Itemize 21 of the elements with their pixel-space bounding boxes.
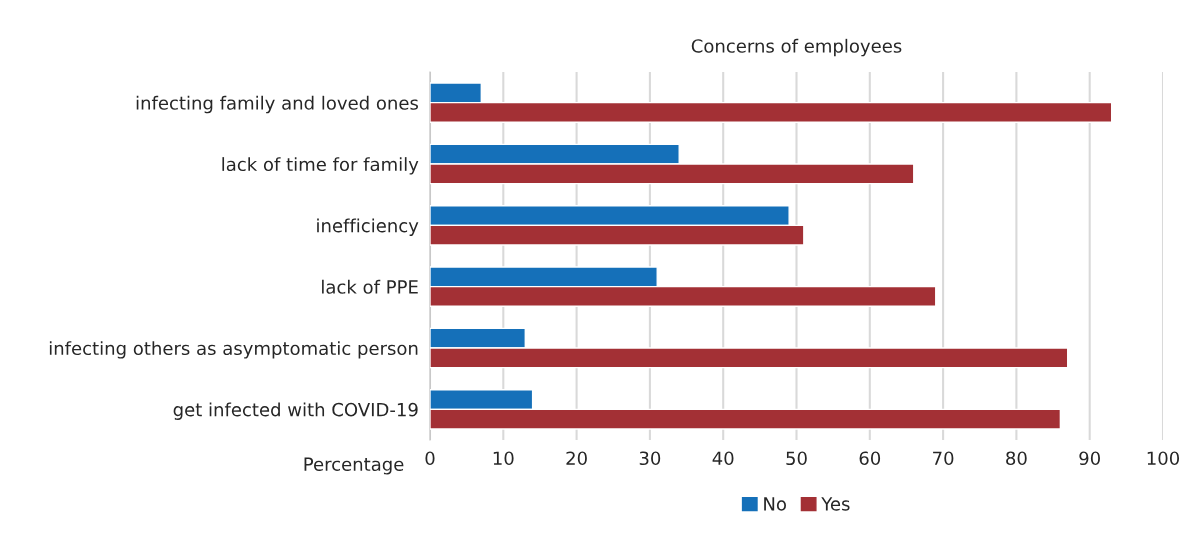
chart-title: Concerns of employees <box>691 38 902 57</box>
x-tick-label: 50 <box>786 451 807 466</box>
legend-label: No <box>764 497 786 511</box>
x-axis-title: Percentage <box>304 457 404 475</box>
x-tick-label: 20 <box>566 451 587 466</box>
y-tick-label: infecting others as asymptomatic person <box>49 341 418 359</box>
x-tick-label: 60 <box>859 451 881 466</box>
x-tick-label: 40 <box>712 451 734 466</box>
y-tick-label: lack of time for family <box>222 157 419 175</box>
y-tick-label: infecting family and loved ones <box>136 95 419 114</box>
x-tick-label: 30 <box>639 451 661 466</box>
y-tick-label: inefficiency <box>317 218 419 236</box>
y-tick-label: get infected with COVID-19 <box>173 402 418 420</box>
x-tick-label: 70 <box>933 451 954 466</box>
x-tick-label: 0 <box>425 451 435 466</box>
x-tick-label: 90 <box>1079 451 1100 466</box>
legend-label: Yes <box>821 497 850 511</box>
x-tick-label: 10 <box>493 451 514 466</box>
x-tick-label: 100 <box>1147 451 1180 466</box>
y-tick-label: lack of PPE <box>322 279 418 294</box>
x-tick-label: 80 <box>1006 451 1027 466</box>
